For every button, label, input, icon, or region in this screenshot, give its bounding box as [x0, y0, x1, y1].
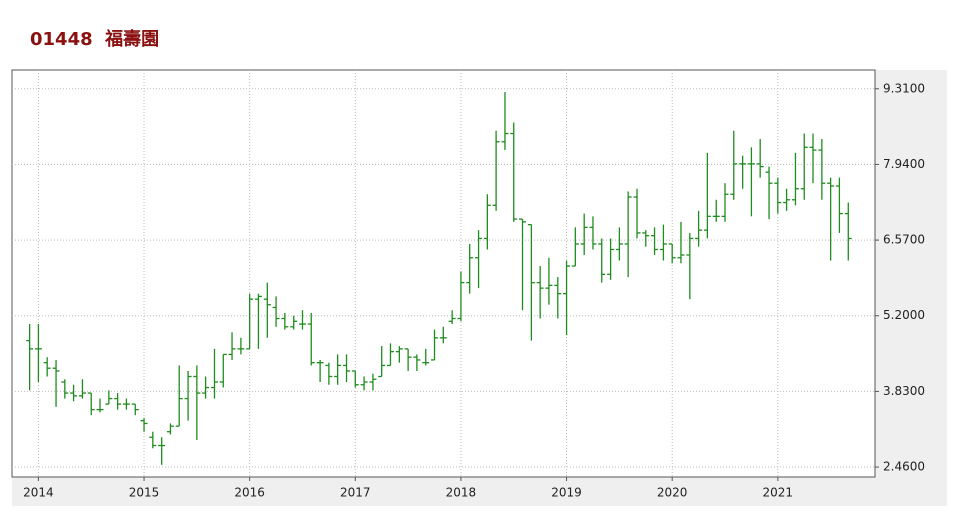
- y-tick-label: 5.2000: [883, 308, 925, 322]
- chart-title: 01448 福壽園: [30, 28, 159, 50]
- y-tick-label: 3.8300: [883, 384, 925, 398]
- x-tick-label: 2018: [446, 486, 477, 500]
- x-tick-label: 2019: [551, 486, 582, 500]
- x-tick-label: 2020: [657, 486, 688, 500]
- x-tick-label: 2016: [234, 486, 265, 500]
- plot-area: [11, 69, 876, 478]
- x-tick-label: 2015: [129, 486, 160, 500]
- x-tick-label: 2017: [340, 486, 371, 500]
- y-tick-label: 9.3100: [883, 81, 925, 95]
- x-tick-label: 2021: [763, 486, 794, 500]
- y-tick-label: 7.9400: [883, 157, 925, 171]
- y-tick-label: 6.5700: [883, 233, 925, 247]
- x-tick-label: 2014: [23, 486, 54, 500]
- y-tick-label: 2.4600: [883, 460, 925, 474]
